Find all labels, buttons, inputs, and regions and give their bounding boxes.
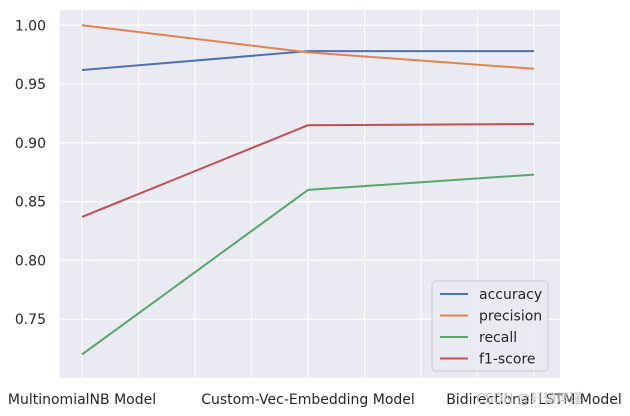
legend: accuracy precision recall f1-score [431,280,549,372]
y-tick-label: 1.00 [15,18,46,34]
legend-label-recall: recall [479,330,517,346]
y-axis-ticks: 0.75 0.80 0.85 0.90 0.95 1.00 [15,18,46,328]
x-tick-label: Bidirectional LSTM Model [446,392,622,408]
legend-label-f1-score: f1-score [479,352,536,368]
legend-label-accuracy: accuracy [479,287,542,303]
grid-lines [60,10,560,378]
legend-box [431,280,549,372]
watermark: CSDN @轩辕烨瑾 [476,392,583,407]
y-tick-label: 0.95 [15,77,46,93]
y-tick-label: 0.85 [15,195,46,211]
x-axis-ticks: MultinomialNB Model Custom-Vec-Embedding … [8,392,622,408]
x-tick-label: MultinomialNB Model [8,392,156,408]
legend-label-precision: precision [479,309,542,325]
series-lines [81,24,535,356]
y-tick-label: 0.75 [15,312,46,328]
y-tick-label: 0.80 [15,253,46,269]
y-tick-label: 0.90 [15,136,46,152]
x-tick-label: Custom-Vec-Embedding Model [201,392,415,408]
